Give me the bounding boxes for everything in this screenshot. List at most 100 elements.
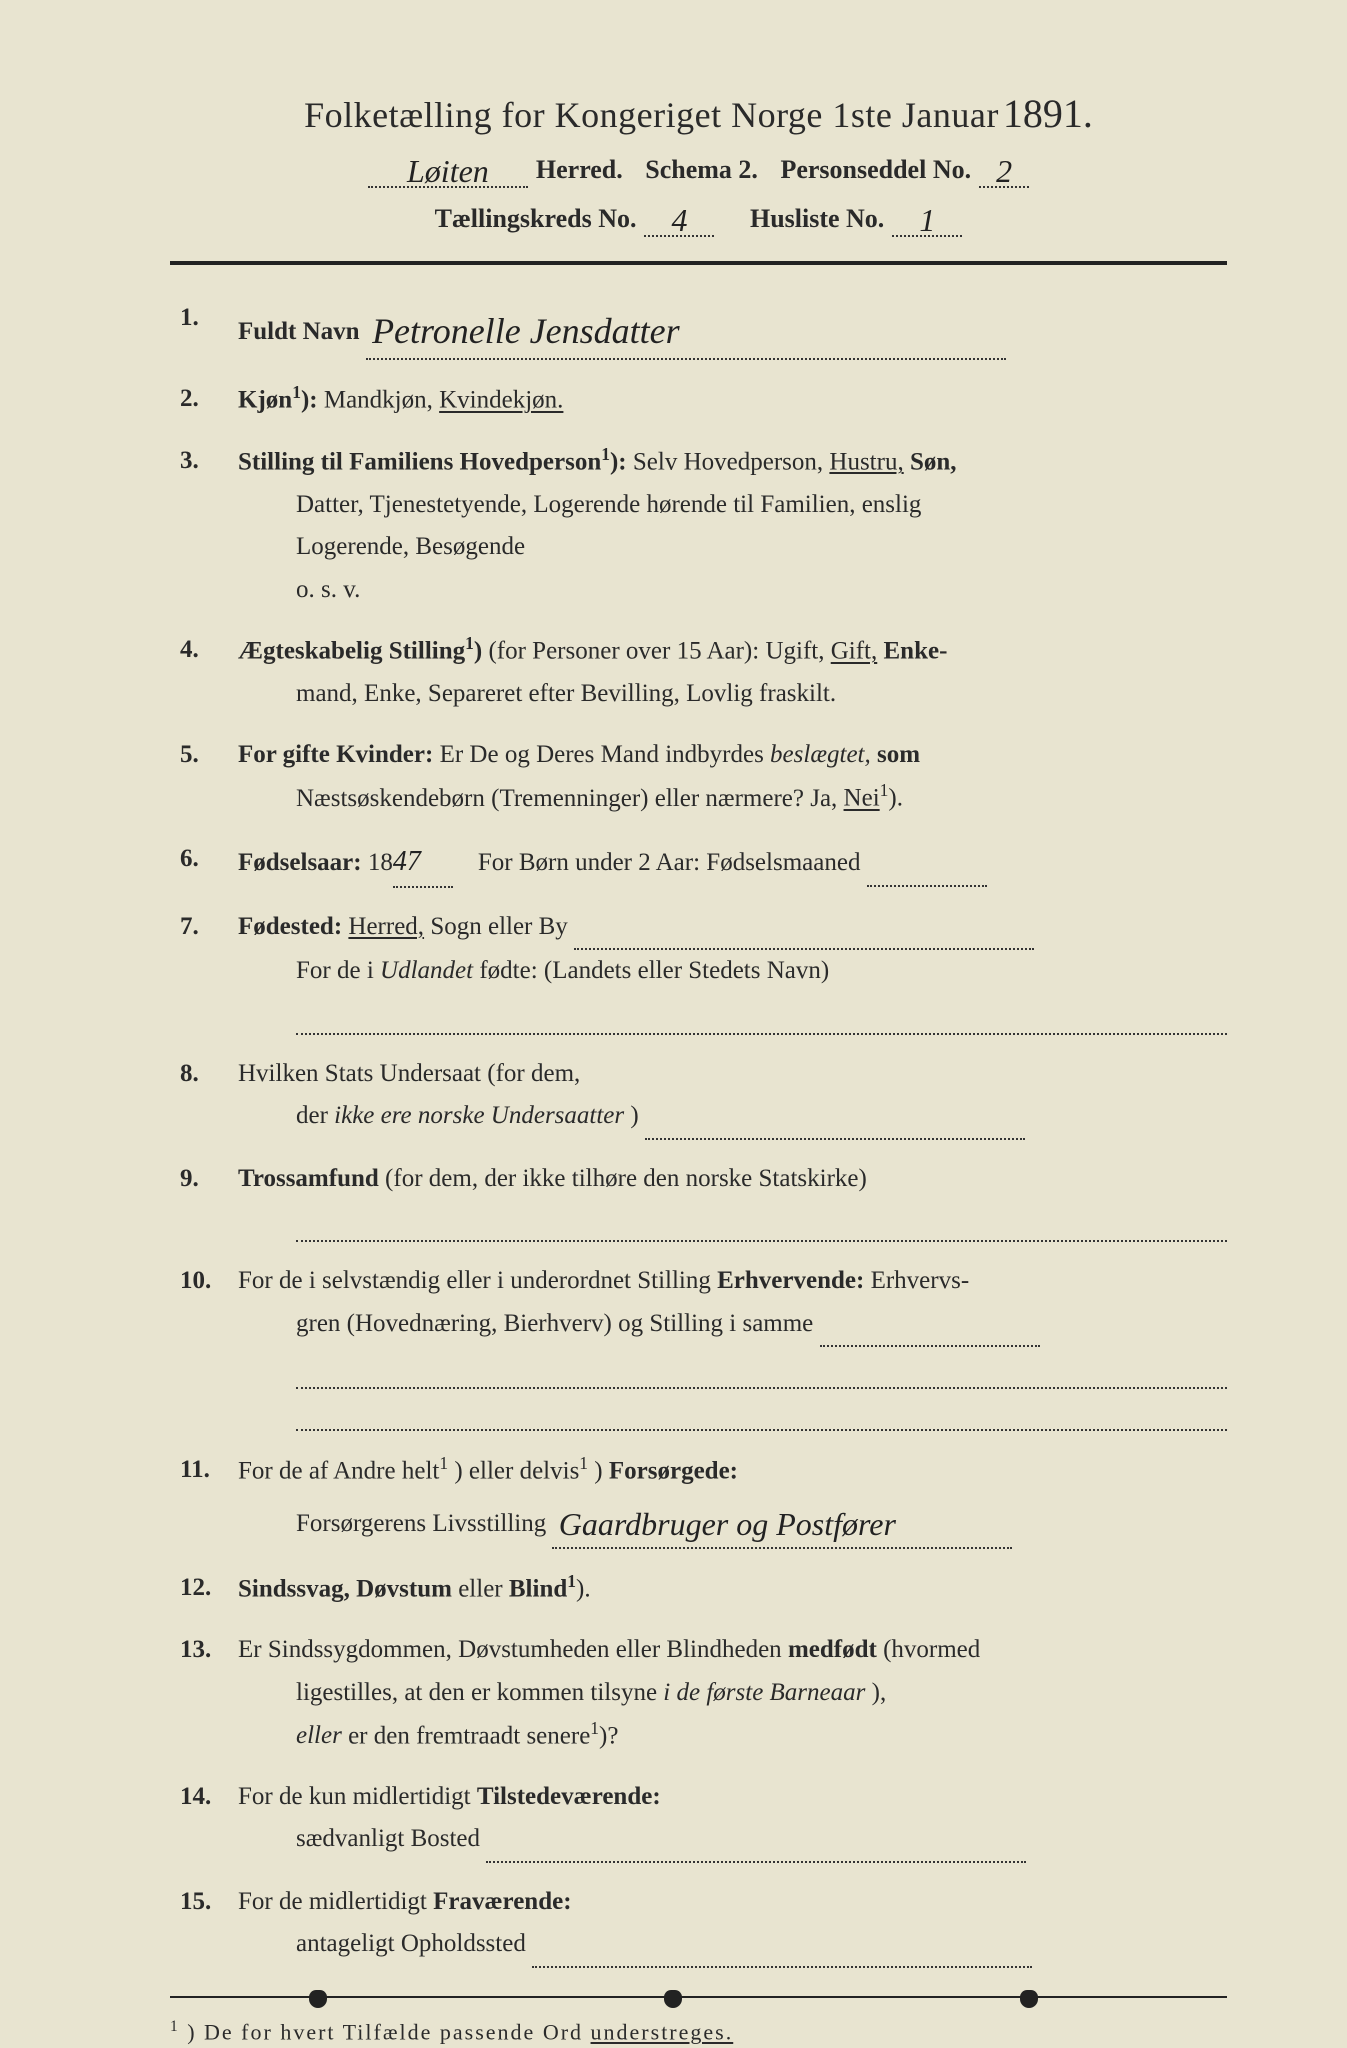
item-content: Er Sindssygdommen, Døvstumheden eller Bl… xyxy=(238,1629,1227,1758)
binding-pins xyxy=(0,1990,1347,2008)
item-num: 4. xyxy=(180,629,238,715)
text: ) xyxy=(594,1457,609,1484)
item-content: Trossamfund (for dem, der ikke tilhøre d… xyxy=(238,1158,1227,1243)
text: ) xyxy=(630,1102,638,1129)
husliste-value: 1 xyxy=(919,202,935,238)
month-field xyxy=(867,842,987,887)
text-blind: Blind xyxy=(509,1576,567,1603)
option-mandkjon: Mandkjøn, xyxy=(324,387,433,414)
sup: 1 xyxy=(601,444,610,464)
item-num: 8. xyxy=(180,1053,238,1140)
name-value: Petronelle Jensdatter xyxy=(372,311,680,351)
item-num: 12. xyxy=(180,1567,238,1611)
text: ), xyxy=(872,1679,887,1706)
provider-value: Gaardbruger og Postfører xyxy=(559,1506,896,1542)
text: Datter, Tjenestetyende, Logerende hørend… xyxy=(296,491,921,518)
document-header: Folketælling for Kongeriget Norge 1ste J… xyxy=(170,90,1227,237)
text-medfodt: medfødt xyxy=(788,1636,877,1663)
year-field: 47 xyxy=(393,838,453,888)
option-son: Søn, xyxy=(910,448,957,475)
dotted-blank xyxy=(296,1347,1227,1389)
text: Sogn eller By xyxy=(430,913,568,940)
pin-icon xyxy=(309,1990,327,2008)
year-value: 47 xyxy=(393,846,421,877)
title-year: 1891. xyxy=(1003,91,1093,136)
herred-field: Løiten xyxy=(368,149,528,188)
item-content: For de af Andre helt1 ) eller delvis1 ) … xyxy=(238,1449,1227,1549)
item-3: 3. Stilling til Familiens Hovedperson1):… xyxy=(180,440,1227,611)
item-5: 5. For gifte Kvinder: Er De og Deres Man… xyxy=(180,734,1227,820)
option-hustru: Hustru, xyxy=(829,448,903,475)
text: mand, Enke, Separeret efter Bevilling, L… xyxy=(296,680,836,707)
text: Erhvervs- xyxy=(871,1267,970,1294)
text: For de i xyxy=(296,957,380,984)
herred-label: Herred. xyxy=(536,155,623,185)
year-prefix: 18 xyxy=(368,849,393,876)
provider-field: Gaardbruger og Postfører xyxy=(552,1493,1012,1549)
title-prefix: Folketælling for Kongeriget Norge 1ste J… xyxy=(304,95,999,135)
personseddel-label: Personseddel No. xyxy=(780,155,971,185)
option-nei: Nei xyxy=(844,785,880,812)
citizenship-field xyxy=(645,1095,1025,1140)
text: For de af Andre helt xyxy=(238,1457,439,1484)
option-kvindekjon: Kvindekjøn. xyxy=(439,387,563,414)
item-content: For gifte Kvinder: Er De og Deres Mand i… xyxy=(238,734,1227,820)
pin-icon xyxy=(664,1990,682,2008)
item-label: Fuldt Navn xyxy=(238,318,360,345)
item-label: For gifte Kvinder: xyxy=(238,741,433,768)
text: Er De og Deres Mand indbyrdes xyxy=(440,741,770,768)
residence-field xyxy=(486,1818,1026,1863)
item-content: For de midlertidigt Fraværende: antageli… xyxy=(238,1881,1227,1968)
whereabouts-field xyxy=(532,1923,1032,1968)
item-content: Fuldt Navn Petronelle Jensdatter xyxy=(238,297,1227,360)
item-15: 15. For de midlertidigt Fraværende: anta… xyxy=(180,1881,1227,1968)
item-label: Sindssvag, Døvstum xyxy=(238,1576,452,1603)
item-6: 6. Fødselsaar: 1847 For Børn under 2 Aar… xyxy=(180,838,1227,888)
text: fødte: (Landets eller Stedets Navn) xyxy=(479,957,829,984)
item-num: 3. xyxy=(180,440,238,611)
item-num: 9. xyxy=(180,1158,238,1243)
document-page: Folketælling for Kongeriget Norge 1ste J… xyxy=(0,0,1347,2048)
item-content: Sindssvag, Døvstum eller Blind1). xyxy=(238,1567,1227,1611)
text: ) eller delvis xyxy=(454,1457,579,1484)
item-14: 14. For de kun midlertidigt Tilstedevære… xyxy=(180,1776,1227,1863)
item-2: 2. Kjøn1): Mandkjøn, Kvindekjøn. xyxy=(180,378,1227,422)
item-content: Hvilken Stats Undersaat (for dem, der ik… xyxy=(238,1053,1227,1140)
husliste-label: Husliste No. xyxy=(750,204,884,234)
item-num: 5. xyxy=(180,734,238,820)
item-9: 9. Trossamfund (for dem, der ikke tilhør… xyxy=(180,1158,1227,1243)
item-num: 10. xyxy=(180,1260,238,1431)
text-forsorgede: Forsørgede: xyxy=(609,1457,738,1484)
text: der xyxy=(296,1102,334,1129)
item-label: Trossamfund xyxy=(238,1165,379,1192)
text: antageligt Opholdssted xyxy=(296,1930,526,1957)
occupation-field xyxy=(820,1303,1040,1348)
form-items: 1. Fuldt Navn Petronelle Jensdatter 2. K… xyxy=(170,297,1227,1968)
footnote-sup: 1 xyxy=(170,2018,180,2035)
text: gren (Hovednæring, Bierhverv) og Stillin… xyxy=(296,1310,813,1337)
item-num: 11. xyxy=(180,1449,238,1549)
text: )? xyxy=(599,1722,618,1749)
taellingskreds-label: Tællingskreds No. xyxy=(435,204,637,234)
sup: 1 xyxy=(567,1571,576,1591)
sup: 1 xyxy=(590,1718,599,1738)
text: o. s. v. xyxy=(296,576,360,603)
text: Logerende, Besøgende xyxy=(296,533,525,560)
sup: 1 xyxy=(292,382,301,402)
personseddel-field: 2 xyxy=(979,149,1029,188)
text: Er Sindssygdommen, Døvstumheden eller Bl… xyxy=(238,1636,788,1663)
item-num: 15. xyxy=(180,1881,238,1968)
subtitle-row-1: Løiten Herred. Schema 2. Personseddel No… xyxy=(170,149,1227,188)
taellingskreds-field: 4 xyxy=(644,198,714,237)
item-num: 13. xyxy=(180,1629,238,1758)
text: For Børn under 2 Aar: Fødselsmaaned xyxy=(478,849,861,876)
title-line: Folketælling for Kongeriget Norge 1ste J… xyxy=(170,90,1227,137)
text-erhvervende: Erhvervende: xyxy=(717,1267,864,1294)
text: For de i selvstændig eller i underordnet… xyxy=(238,1267,717,1294)
item-num: 7. xyxy=(180,906,238,1035)
item-label: Fødselsaar: xyxy=(238,849,362,876)
item-label: Fødested: xyxy=(238,913,342,940)
item-num: 2. xyxy=(180,378,238,422)
sup: 1 xyxy=(579,1453,588,1473)
name-field: Petronelle Jensdatter xyxy=(366,297,1006,360)
